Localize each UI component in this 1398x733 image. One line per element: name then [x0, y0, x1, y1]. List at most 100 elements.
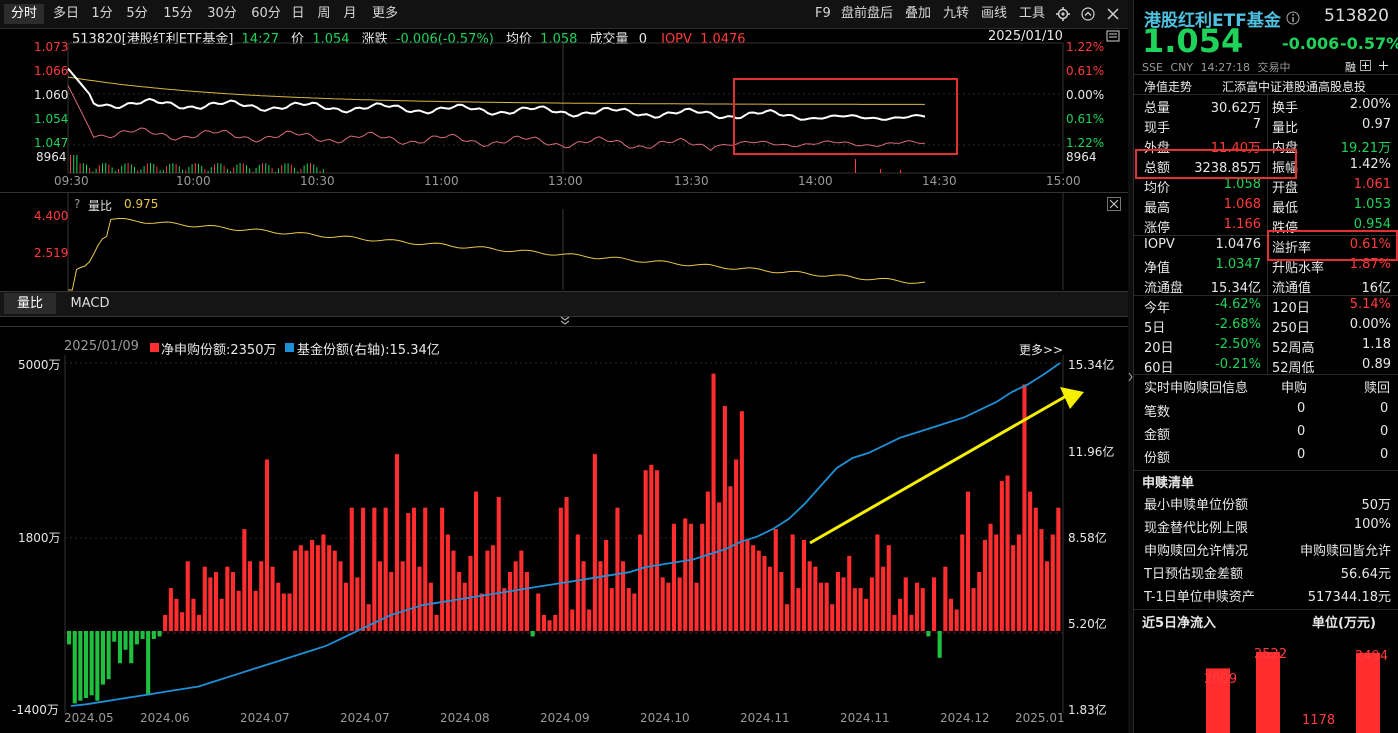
overlay-button[interactable]: 叠加	[905, 6, 932, 21]
volume-tick: 8964	[36, 150, 67, 164]
flow-y-left-tick: 1800万	[18, 531, 61, 545]
net-subscription-bar	[146, 631, 151, 696]
separator	[1134, 295, 1398, 296]
net-subscription-bar	[903, 577, 908, 631]
net-subscription-bar	[264, 459, 269, 631]
stat-value: 1.0476	[1215, 237, 1262, 252]
stat-value: 0.89	[1362, 357, 1391, 372]
close-panel-icon[interactable]	[1107, 197, 1121, 211]
net-subscription-bar	[626, 588, 631, 631]
net-subscription-bar	[78, 631, 83, 701]
volume-bar	[137, 170, 139, 173]
quote-meta: SSE CNY 14:27:18 交易中	[1142, 59, 1290, 75]
stat-label: 5日	[1144, 321, 1166, 336]
net-subscription-bar	[180, 612, 185, 631]
stat-label: 跌停	[1272, 221, 1299, 236]
info-icon[interactable]	[1286, 11, 1300, 25]
help-icon[interactable]: ?	[74, 197, 81, 211]
flow-x-label: 2024.07	[340, 711, 390, 725]
tab-multiday[interactable]: 多日	[52, 6, 79, 21]
volume-bar	[124, 163, 126, 173]
stat-value: 2.00%	[1349, 97, 1391, 112]
inflow-chart[interactable]	[1134, 630, 1398, 733]
expand-right-icon[interactable]	[1128, 372, 1133, 382]
net-subscription-bar	[67, 631, 72, 645]
nine-turn-button[interactable]: 九转	[943, 6, 970, 21]
volume-bar	[278, 168, 279, 173]
y-left-tick: 1.073	[34, 40, 69, 54]
f9-button[interactable]: F9	[815, 6, 831, 21]
list-label: 现金替代比例上限	[1144, 521, 1249, 536]
volume-bar	[73, 155, 75, 173]
stat-label: 溢折率	[1272, 241, 1312, 256]
realtime-label: 笔数	[1144, 405, 1171, 420]
trading-status: 交易中	[1257, 61, 1291, 74]
tab-volume-ratio[interactable]: 量比	[4, 293, 56, 314]
close-icon[interactable]	[1106, 7, 1120, 21]
net-subscription-bar	[598, 561, 603, 631]
volume-bar	[188, 166, 190, 173]
volume-bar	[217, 163, 219, 173]
volume-bar	[294, 167, 295, 173]
trend-arrow	[809, 393, 1069, 545]
add-watchlist-icon[interactable]	[1378, 60, 1389, 71]
nav-trend-link[interactable]: 净值走势	[1144, 80, 1193, 94]
tab-15min[interactable]: 15分	[163, 6, 193, 21]
net-subscription-bar	[785, 604, 790, 631]
net-subscription-bar	[666, 582, 671, 631]
gear-icon[interactable]	[1056, 7, 1070, 21]
net-subscription-bar	[671, 523, 676, 631]
tab-more[interactable]: 更多	[371, 6, 398, 21]
list-value: 56.64元	[1340, 567, 1391, 582]
net-subscription-bar	[536, 593, 541, 631]
tab-30min[interactable]: 30分	[207, 6, 237, 21]
net-subscription-bar	[208, 577, 213, 631]
collapse-up-icon[interactable]	[1081, 7, 1095, 21]
tab-month[interactable]: 月	[343, 6, 357, 21]
pre-post-market-button[interactable]: 盘前盘后	[841, 6, 894, 21]
net-subscription-bar	[779, 572, 784, 631]
net-subscription-bar	[287, 593, 292, 631]
net-subscription-bar	[609, 588, 614, 631]
stat-label: 流通盘	[1144, 281, 1184, 296]
tools-button[interactable]: 工具	[1019, 6, 1046, 21]
inflow-bar	[1356, 652, 1380, 733]
net-subscription-bar	[259, 561, 264, 631]
price-line	[67, 67, 926, 121]
tab-1min[interactable]: 1分	[91, 6, 113, 21]
more-link[interactable]: 更多>>	[1019, 343, 1064, 357]
net-subscription-bar	[835, 572, 840, 631]
net-subscription-bar	[756, 550, 761, 631]
volume-bar	[233, 167, 235, 173]
stat-value: -2.50%	[1215, 337, 1261, 352]
stat-row: 总量 30.62万 换手 2.00%	[1134, 95, 1398, 116]
net-subscription-bar	[575, 534, 580, 631]
volume-ratio-chart[interactable]	[0, 193, 1128, 291]
volume-bar	[153, 164, 155, 173]
stat-row: 今年 -4.62% 120日 5.14%	[1134, 295, 1398, 316]
volume-bar	[287, 163, 289, 173]
net-subscription-chart[interactable]	[0, 355, 1128, 733]
net-subscription-bar	[513, 561, 518, 631]
net-subscription-bar	[694, 582, 699, 631]
volume-bar	[306, 163, 308, 173]
stat-label: 外盘	[1144, 141, 1171, 156]
volume-bar	[284, 163, 286, 173]
add-group-icon[interactable]	[1360, 60, 1371, 71]
export-icon[interactable]	[1106, 30, 1120, 42]
tab-week[interactable]: 周	[317, 6, 331, 21]
tab-day[interactable]: 日	[291, 6, 305, 21]
separator	[1134, 74, 1398, 75]
expand-down-icon[interactable]	[559, 316, 571, 326]
draw-line-button[interactable]: 画线	[981, 6, 1008, 21]
intraday-chart[interactable]	[0, 40, 1128, 190]
tab-intraday[interactable]: 分时	[4, 4, 44, 24]
flow-x-label: 2024.08	[440, 711, 490, 725]
volume-bar	[274, 171, 276, 173]
tab-60min[interactable]: 60分	[251, 6, 281, 21]
net-subscription-bar	[434, 614, 439, 631]
panel-splitter[interactable]	[1128, 0, 1133, 733]
tab-macd[interactable]: MACD	[70, 296, 110, 311]
tab-5min[interactable]: 5分	[126, 6, 148, 21]
stat-value: 11.40万	[1210, 141, 1261, 156]
